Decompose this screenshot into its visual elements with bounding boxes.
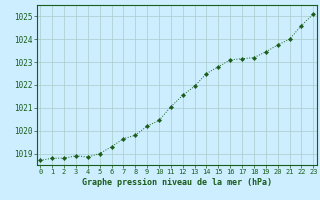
X-axis label: Graphe pression niveau de la mer (hPa): Graphe pression niveau de la mer (hPa) [82,178,272,187]
